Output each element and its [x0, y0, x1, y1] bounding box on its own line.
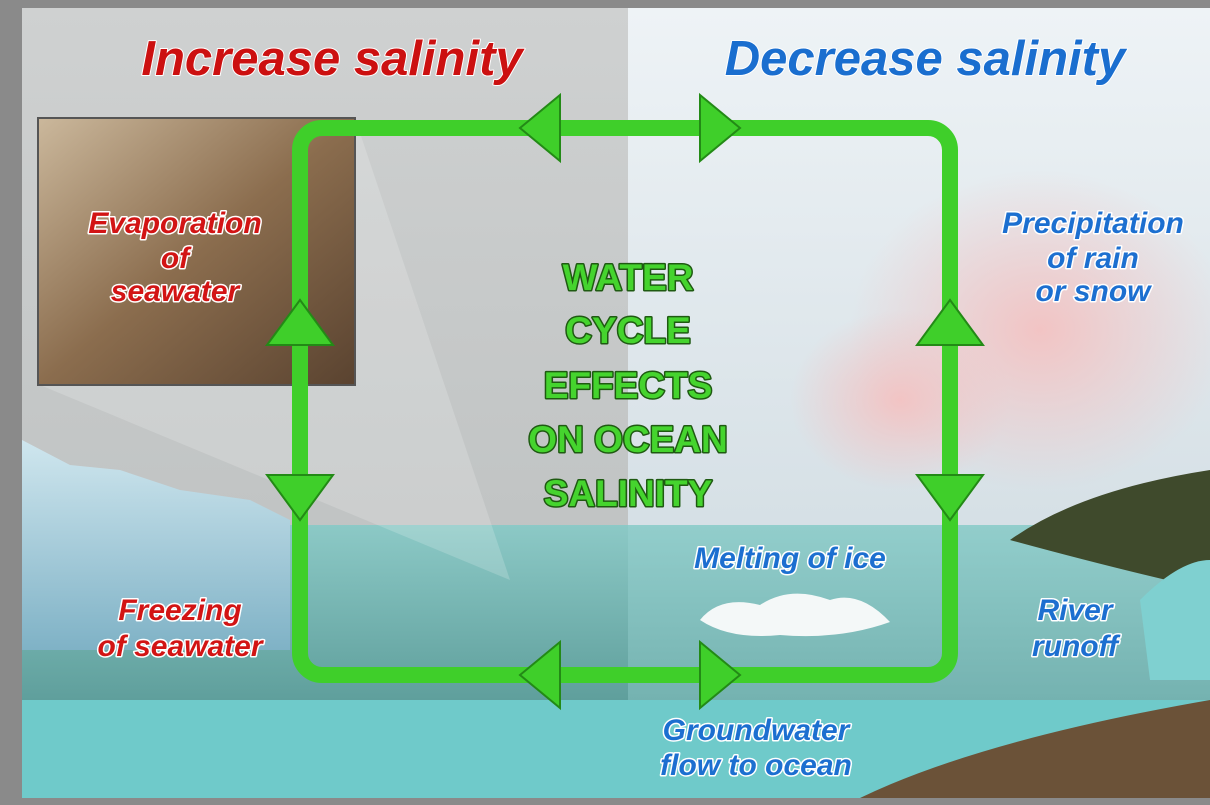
process-label: of [161, 242, 192, 275]
center-line: ON OCEAN [528, 419, 727, 460]
left-title: Increase salinity [141, 32, 525, 86]
page: {"header": {"left_title": "Increase sali… [0, 0, 1210, 805]
process-label: Evaporation [88, 207, 261, 240]
process-label: River [1037, 594, 1114, 627]
process-label: of rain [1047, 242, 1139, 275]
process-label: runoff [1032, 630, 1121, 663]
center-line: CYCLE [565, 310, 690, 351]
diagram: Increase salinity Decrease salinity WATE… [0, 0, 1210, 805]
process-label: or snow [1035, 275, 1152, 308]
right-title: Decrease salinity [725, 32, 1128, 86]
process-label: Melting of ice [694, 542, 886, 575]
center-line: EFFECTS [544, 365, 713, 406]
process-label: flow to ocean [660, 749, 852, 782]
process-label: Groundwater [663, 714, 852, 747]
process-label: Precipitation [1002, 207, 1184, 240]
center-line: SALINITY [544, 473, 713, 514]
process-label: seawater [111, 275, 242, 308]
center-line: WATER [563, 257, 694, 298]
process-label: Freezing [118, 594, 241, 627]
process-label: of seawater [97, 630, 264, 663]
